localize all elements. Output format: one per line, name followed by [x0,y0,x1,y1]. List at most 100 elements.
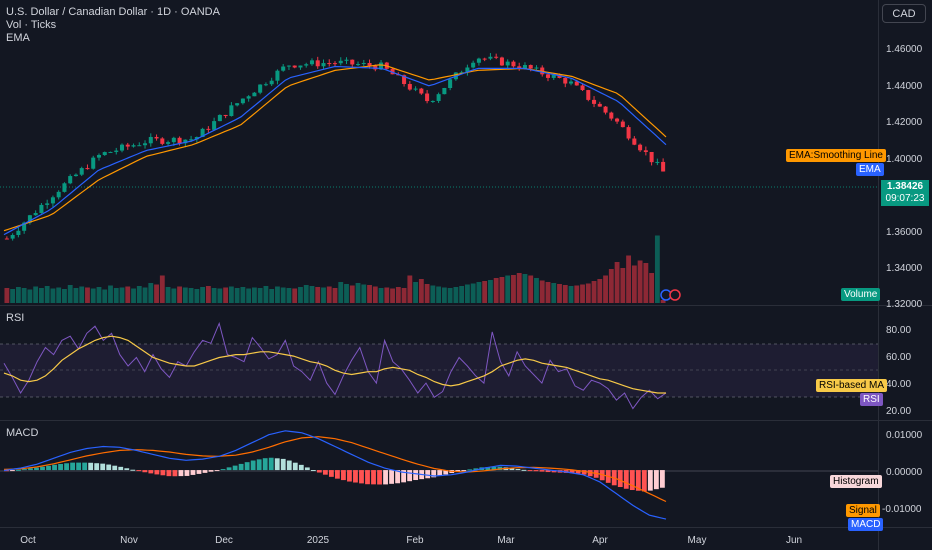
volume-bar [102,289,108,303]
volume-bar [470,283,476,303]
volume-bar [67,285,73,303]
histogram-bar [485,467,491,471]
volume-bar [21,288,27,303]
time-label: 2025 [307,535,330,546]
histogram-bar [40,466,45,471]
histogram-bar [467,469,473,471]
ema-smoothing-line [3,64,667,232]
volume-legend[interactable]: Vol · Ticks [6,19,57,31]
histogram-bar [407,470,413,482]
ema-lines [3,64,667,236]
candle-body [367,63,372,66]
volume-bar [246,288,252,303]
volume-bar [223,287,229,303]
candle-body [4,238,9,240]
candle-body [137,145,142,147]
rsi-ma-line [3,335,666,394]
histogram-bar [539,470,545,472]
candle-body [356,64,361,66]
histogram-bar [298,464,304,471]
candle-body [442,88,447,95]
symbol-title[interactable]: U.S. Dollar / Canadian Dollar · 1D · OAN… [6,6,220,18]
candle-body [269,80,274,85]
macd-tick: -0.01000 [882,504,922,515]
candle-body [102,152,107,156]
volume-bar [378,288,384,303]
ema-legend[interactable]: EMA [6,32,30,44]
candle-body [626,127,631,139]
histogram-bar [581,470,587,475]
volume-bar [119,287,125,303]
rsi-axis: 80.00 60.00 40.00 20.00 [886,325,911,417]
volume-bar [522,274,528,303]
rsi-pane-label[interactable]: RSI [6,312,25,324]
volume-bar [73,288,79,303]
macd-tick: 0.00000 [886,467,923,478]
volume-bar [234,288,240,303]
candle-body [638,144,643,151]
histogram-bar [148,470,154,474]
volume-bar [631,265,637,303]
volume-bar [228,286,234,303]
volume-bar [292,288,298,303]
volume-bar [38,288,44,303]
volume-bar [413,282,419,303]
candle-body [258,84,263,93]
histogram-bar [166,470,172,477]
histogram-bar [653,470,659,490]
volume-bar [488,280,493,303]
candle-body [108,151,113,153]
event-marker[interactable] [669,289,681,301]
histogram-bar [359,470,364,484]
rsi-tag: RSI [860,393,883,406]
time-label: Mar [497,535,515,546]
histogram-bar [184,470,190,476]
volume-bar [367,285,372,303]
volume-bar [407,275,413,303]
histogram-bar [226,467,232,471]
volume-bar [275,286,280,303]
histogram-bar [377,470,382,485]
time-label: Nov [120,535,138,546]
candle-body [309,60,314,65]
volume-bar [217,288,223,303]
histogram-bar [244,462,250,471]
volume-bar [136,286,142,303]
candle-body [252,92,257,97]
currency-button[interactable]: CAD [882,4,926,23]
candle-body [79,168,84,175]
macd-pane-label[interactable]: MACD [6,427,39,439]
histogram-bar [34,467,39,471]
candle-body [160,138,165,144]
histogram-bar [353,470,358,483]
candle-body [27,215,32,223]
histogram-bar [190,470,196,475]
volume-tag: Volume [841,288,881,301]
candle-body [609,112,614,119]
candle-body [632,138,637,145]
volume-bar [637,260,643,303]
volume-bars [4,235,666,303]
volume-bar [545,282,551,303]
volume-bar [453,287,459,303]
volume-bar [269,289,275,303]
candle-body [425,93,430,102]
rsi-lines [3,321,667,410]
histogram-bar [395,470,400,484]
histogram-bar [16,469,21,471]
histogram-bar [491,466,497,471]
price-tick: 1.44000 [886,81,923,92]
candle-body [246,96,251,99]
histogram-bar [545,470,551,473]
signal-line [3,436,667,503]
candle-body [592,99,597,104]
histogram-bar [178,470,184,477]
candle-body [166,142,171,144]
time-label: May [688,535,707,546]
candle-body [148,136,153,144]
candle-body [177,137,182,144]
histogram-bar [569,470,575,474]
histogram-bar [28,468,33,471]
price-axis: 1.46000 1.44000 1.42000 1.40000 1.36000 … [886,44,923,310]
volume-bar [464,284,470,303]
